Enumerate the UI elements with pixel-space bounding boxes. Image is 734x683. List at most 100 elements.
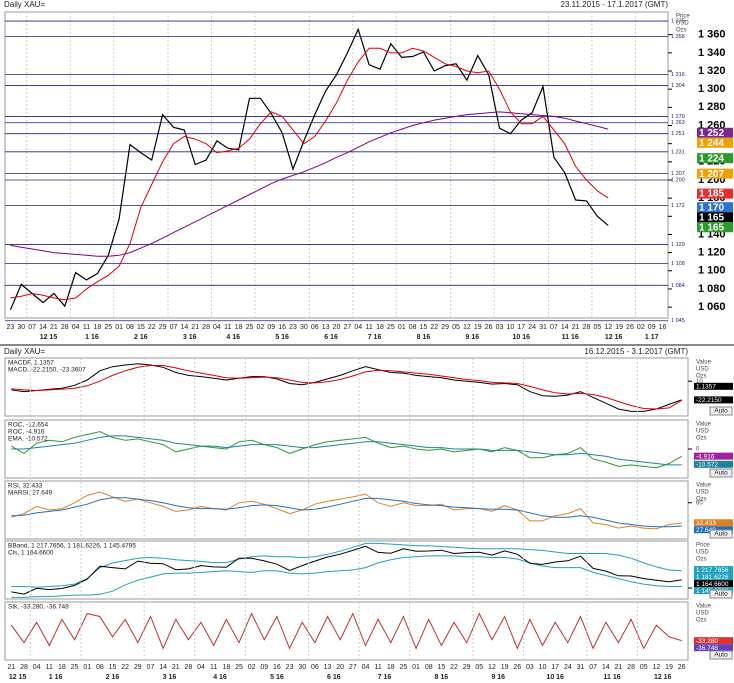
x-tick-label: 02 <box>248 664 256 671</box>
value-box <box>694 396 733 404</box>
value-box <box>694 452 733 460</box>
x-tick-label: 18 <box>93 324 101 331</box>
x-tick-label: 22 <box>430 324 438 331</box>
month-label: 8 16 <box>417 334 431 341</box>
x-tick-label: 26 <box>513 664 521 671</box>
legend-entry: MACD, -22.2150, -23.3607 <box>8 367 86 374</box>
x-tick-label: 25 <box>71 664 79 671</box>
month-label: 9 16 <box>466 334 480 341</box>
series-line <box>11 435 682 466</box>
x-tick-label: 21 <box>50 324 58 331</box>
y-tick-label: 1 300 <box>698 83 726 95</box>
y-tick-label: 60 <box>696 500 703 506</box>
axis-title: Value <box>696 604 712 610</box>
month-label: 5 16 <box>270 674 284 681</box>
value-box <box>697 168 733 179</box>
auto-button[interactable] <box>709 468 733 478</box>
price-panel <box>4 11 669 319</box>
x-tick-label: 17 <box>551 664 559 671</box>
x-tick-label: 30 <box>17 324 25 331</box>
auto-button-label[interactable]: Auto <box>714 591 728 598</box>
date-range: 16.12.2015 - 3.1.2017 (GMT) <box>584 347 688 356</box>
series-line <box>10 47 609 301</box>
x-tick-label: 16 <box>659 324 667 331</box>
auto-button-label[interactable]: Auto <box>714 652 728 659</box>
x-tick-label: 09 <box>648 324 656 331</box>
axis-title: Ozs <box>696 618 707 624</box>
value-box-label: -22.2150 <box>696 397 722 404</box>
x-tick-label: 28 <box>202 324 210 331</box>
auto-button-label[interactable]: Auto <box>714 470 728 477</box>
x-tick-label: 13 <box>322 324 330 331</box>
month-label: 1 17 <box>645 334 659 341</box>
month-label: 7 16 <box>368 334 382 341</box>
month-label: 12 15 <box>40 334 58 341</box>
x-tick-label: 25 <box>104 324 112 331</box>
value-box <box>694 580 733 588</box>
month-label: 4 16 <box>226 334 240 341</box>
value-box-label: 1.1357 <box>696 384 716 391</box>
panel-title: Daily XAU= <box>4 347 45 356</box>
x-tick-label: 23 <box>7 324 15 331</box>
month-label: 1 16 <box>85 334 99 341</box>
x-tick-label: 01 <box>412 664 420 671</box>
level-label: 1 263 <box>671 120 685 126</box>
series-line <box>10 612 682 650</box>
value-box <box>697 222 733 233</box>
auto-button[interactable] <box>709 650 733 660</box>
x-tick-label: 02 <box>257 324 265 331</box>
value-box-label: -33.280 <box>696 638 718 645</box>
x-tick-label: 09 <box>260 664 268 671</box>
x-tick-label: 16 <box>273 664 281 671</box>
level-label: 1 200 <box>671 177 685 183</box>
legend-entry: MARSI, 27.649 <box>8 490 52 497</box>
value-box-label: 1 185 <box>699 189 724 200</box>
auto-button[interactable] <box>709 529 733 539</box>
axis-title: Value <box>696 360 712 366</box>
x-tick-label: 20 <box>336 664 344 671</box>
axis-title: Price <box>696 543 710 549</box>
x-tick-label: 08 <box>126 324 134 331</box>
x-tick-label: 02 <box>637 324 645 331</box>
x-tick-label: 26 <box>626 324 634 331</box>
x-tick-label: 26 <box>485 324 493 331</box>
x-tick-label: 30 <box>298 664 306 671</box>
auto-button-label[interactable]: Auto <box>714 531 728 538</box>
indicator-panel <box>4 540 689 600</box>
x-tick-label: 21 <box>191 324 199 331</box>
x-tick-label: 09 <box>267 324 275 331</box>
x-tick-label: 11 <box>83 324 90 331</box>
x-tick-label: 06 <box>311 324 319 331</box>
level-label: 1 375 <box>671 19 685 25</box>
x-tick-label: 10 <box>539 664 547 671</box>
x-tick-label: 22 <box>450 664 458 671</box>
month-label: 12 15 <box>9 674 27 681</box>
axis-title: USD <box>696 490 709 496</box>
x-tick-label: 04 <box>362 664 370 671</box>
month-label: 6 16 <box>327 674 341 681</box>
x-tick-label: 28 <box>61 324 69 331</box>
value-box <box>697 188 733 199</box>
x-tick-label: 28 <box>20 664 28 671</box>
x-tick-label: 04 <box>197 664 205 671</box>
x-tick-label: 08 <box>96 664 104 671</box>
value-box-label: 1 224 <box>699 153 724 164</box>
value-box-label: 1 165 <box>699 212 724 223</box>
x-tick-label: 01 <box>398 324 406 331</box>
level-label: 1 129 <box>671 242 685 248</box>
value-box-label: 1 170 <box>699 202 724 213</box>
auto-button-label[interactable]: Auto <box>714 408 728 415</box>
month-label: 3 16 <box>183 334 197 341</box>
axis-title: USD <box>696 611 709 617</box>
month-label: 6 16 <box>324 334 338 341</box>
x-tick-label: 08 <box>409 324 417 331</box>
x-tick-label: 01 <box>83 664 91 671</box>
auto-button[interactable] <box>709 406 733 416</box>
axis-title: USD <box>696 429 709 435</box>
value-box-label: 1 165 <box>699 222 724 233</box>
month-label: 12 16 <box>605 334 623 341</box>
auto-button[interactable] <box>709 589 733 599</box>
value-box <box>697 127 733 138</box>
legend-entry: ROC, -12.654 <box>8 422 48 429</box>
